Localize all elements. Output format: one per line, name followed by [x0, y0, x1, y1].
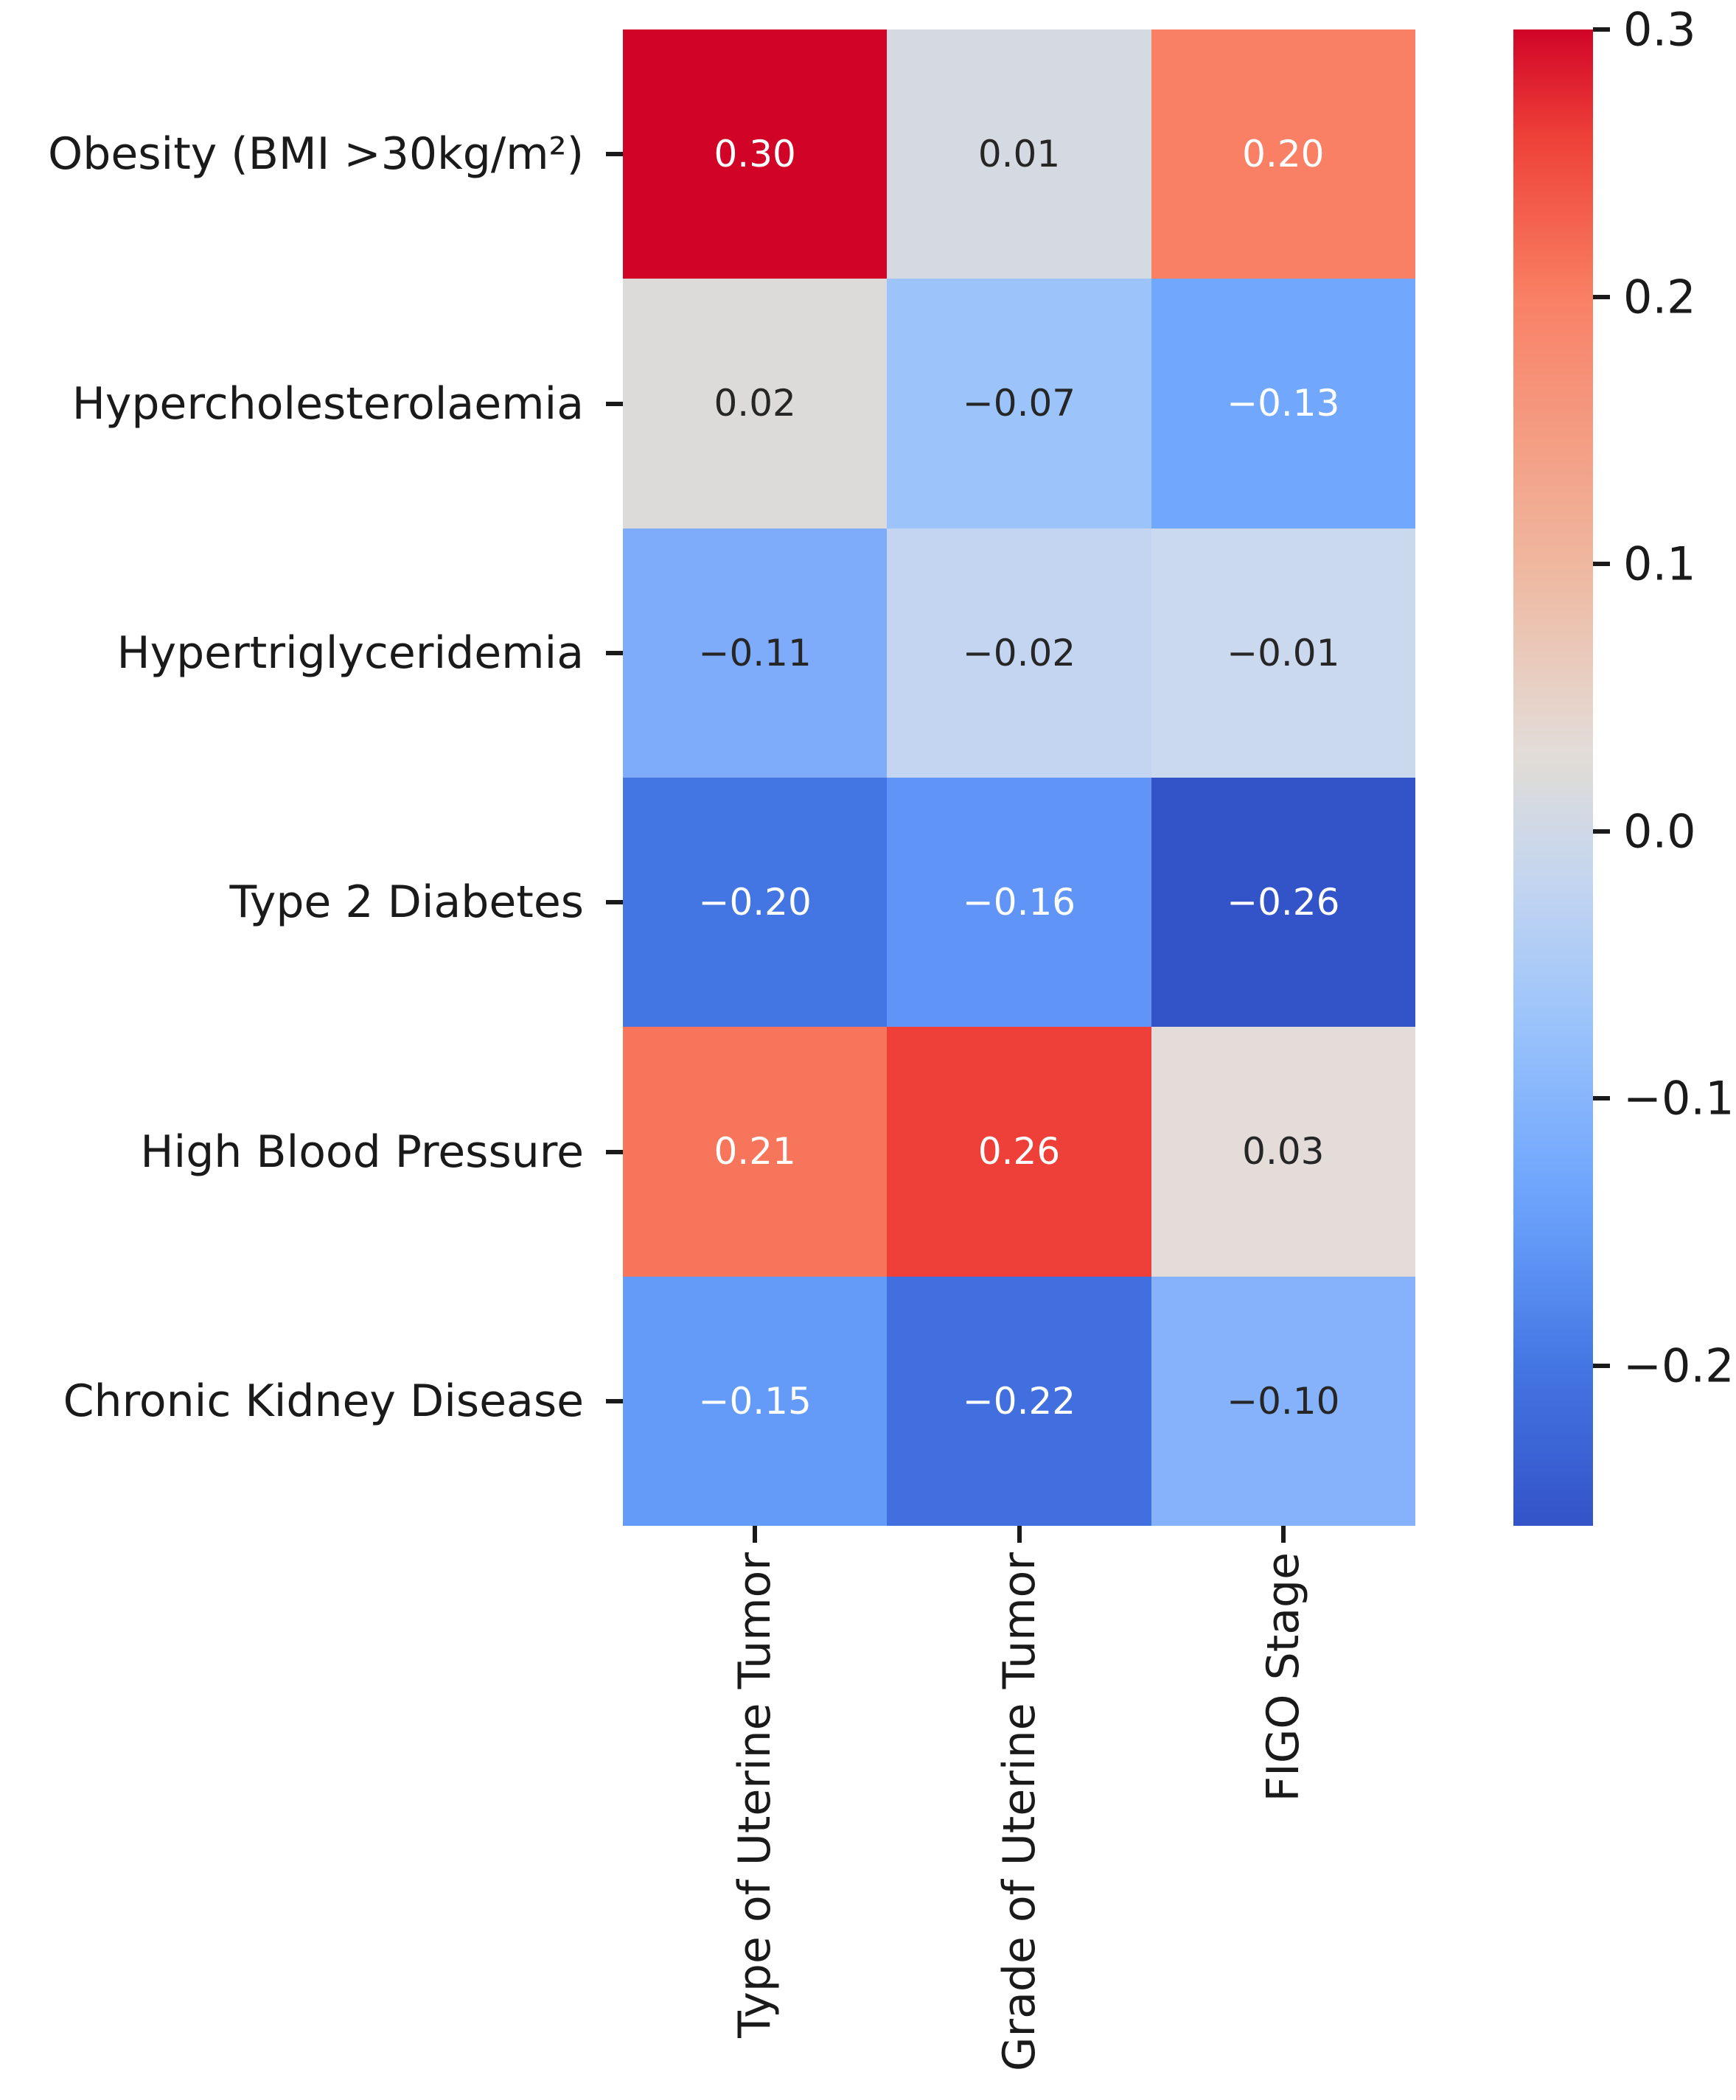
heatmap-cell: −0.11	[623, 528, 888, 778]
colorbar-tick-label: 0.3	[1623, 2, 1696, 57]
y-axis-label: Hypertriglyceridemia	[116, 627, 584, 679]
heatmap-grid: 0.30 0.01 0.20 0.02 −0.07 −0.13 −0.11 −0.02 −0.0…	[623, 29, 1415, 1526]
colorbar-tick-mark	[1593, 829, 1610, 834]
heatmap-cell: 0.21	[623, 1027, 888, 1277]
colorbar-tick-label: 0.2	[1623, 270, 1696, 324]
colorbar-gradient	[1513, 29, 1593, 1526]
x-tick-mark	[753, 1526, 758, 1543]
y-axis-label: Obesity (BMI >30kg/m²)	[48, 128, 584, 181]
heatmap-cell: −0.13	[1151, 279, 1415, 529]
y-axis-label: Hypercholesterolaemia	[72, 377, 584, 430]
x-axis-label: Grade of Uterine Tumor	[993, 1552, 1045, 2072]
heatmap-cell: 0.30	[623, 29, 888, 279]
y-tick-mark	[606, 1398, 623, 1403]
y-tick-mark	[606, 401, 623, 406]
y-axis-label: Type 2 Diabetes	[229, 876, 584, 929]
heatmap-cell: −0.16	[887, 778, 1151, 1028]
heatmap-cell: 0.02	[623, 279, 888, 529]
colorbar-tick-mark	[1593, 1096, 1610, 1100]
heatmap-cell: 0.03	[1151, 1027, 1415, 1277]
colorbar-tick-label: −0.1	[1623, 1071, 1735, 1126]
y-tick-mark	[606, 900, 623, 905]
colorbar-tick-label: 0.0	[1623, 804, 1696, 858]
heatmap-cell: −0.01	[1151, 528, 1415, 778]
x-axis-label: Type of Uterine Tumor	[729, 1552, 781, 2038]
heatmap-cell: −0.07	[887, 279, 1151, 529]
y-axis-label: Chronic Kidney Disease	[63, 1375, 584, 1427]
heatmap-cell: −0.26	[1151, 778, 1415, 1028]
x-tick-mark	[1280, 1526, 1286, 1543]
heatmap-cell: −0.10	[1151, 1276, 1415, 1526]
heatmap-cell: 0.01	[887, 29, 1151, 279]
heatmap-cell: −0.22	[887, 1276, 1151, 1526]
heatmap-cell: 0.20	[1151, 29, 1415, 279]
colorbar-tick-mark	[1593, 562, 1610, 566]
x-tick-mark	[1017, 1526, 1022, 1543]
y-axis-label: High Blood Pressure	[140, 1126, 584, 1178]
heatmap-cell: −0.20	[623, 778, 888, 1028]
colorbar-tick-mark	[1593, 27, 1610, 32]
colorbar-tick-label: −0.2	[1623, 1339, 1735, 1392]
x-axis-label: FIGO Stage	[1257, 1552, 1309, 1802]
heatmap-cell: −0.02	[887, 528, 1151, 778]
y-tick-mark	[606, 1149, 623, 1154]
heatmap-cell: 0.26	[887, 1027, 1151, 1277]
colorbar-tick-mark	[1593, 1363, 1610, 1368]
colorbar-tick-label: 0.1	[1623, 537, 1696, 591]
y-tick-mark	[606, 152, 623, 157]
heatmap-cell: −0.15	[623, 1276, 888, 1526]
y-tick-mark	[606, 650, 623, 655]
colorbar-tick-mark	[1593, 294, 1610, 299]
